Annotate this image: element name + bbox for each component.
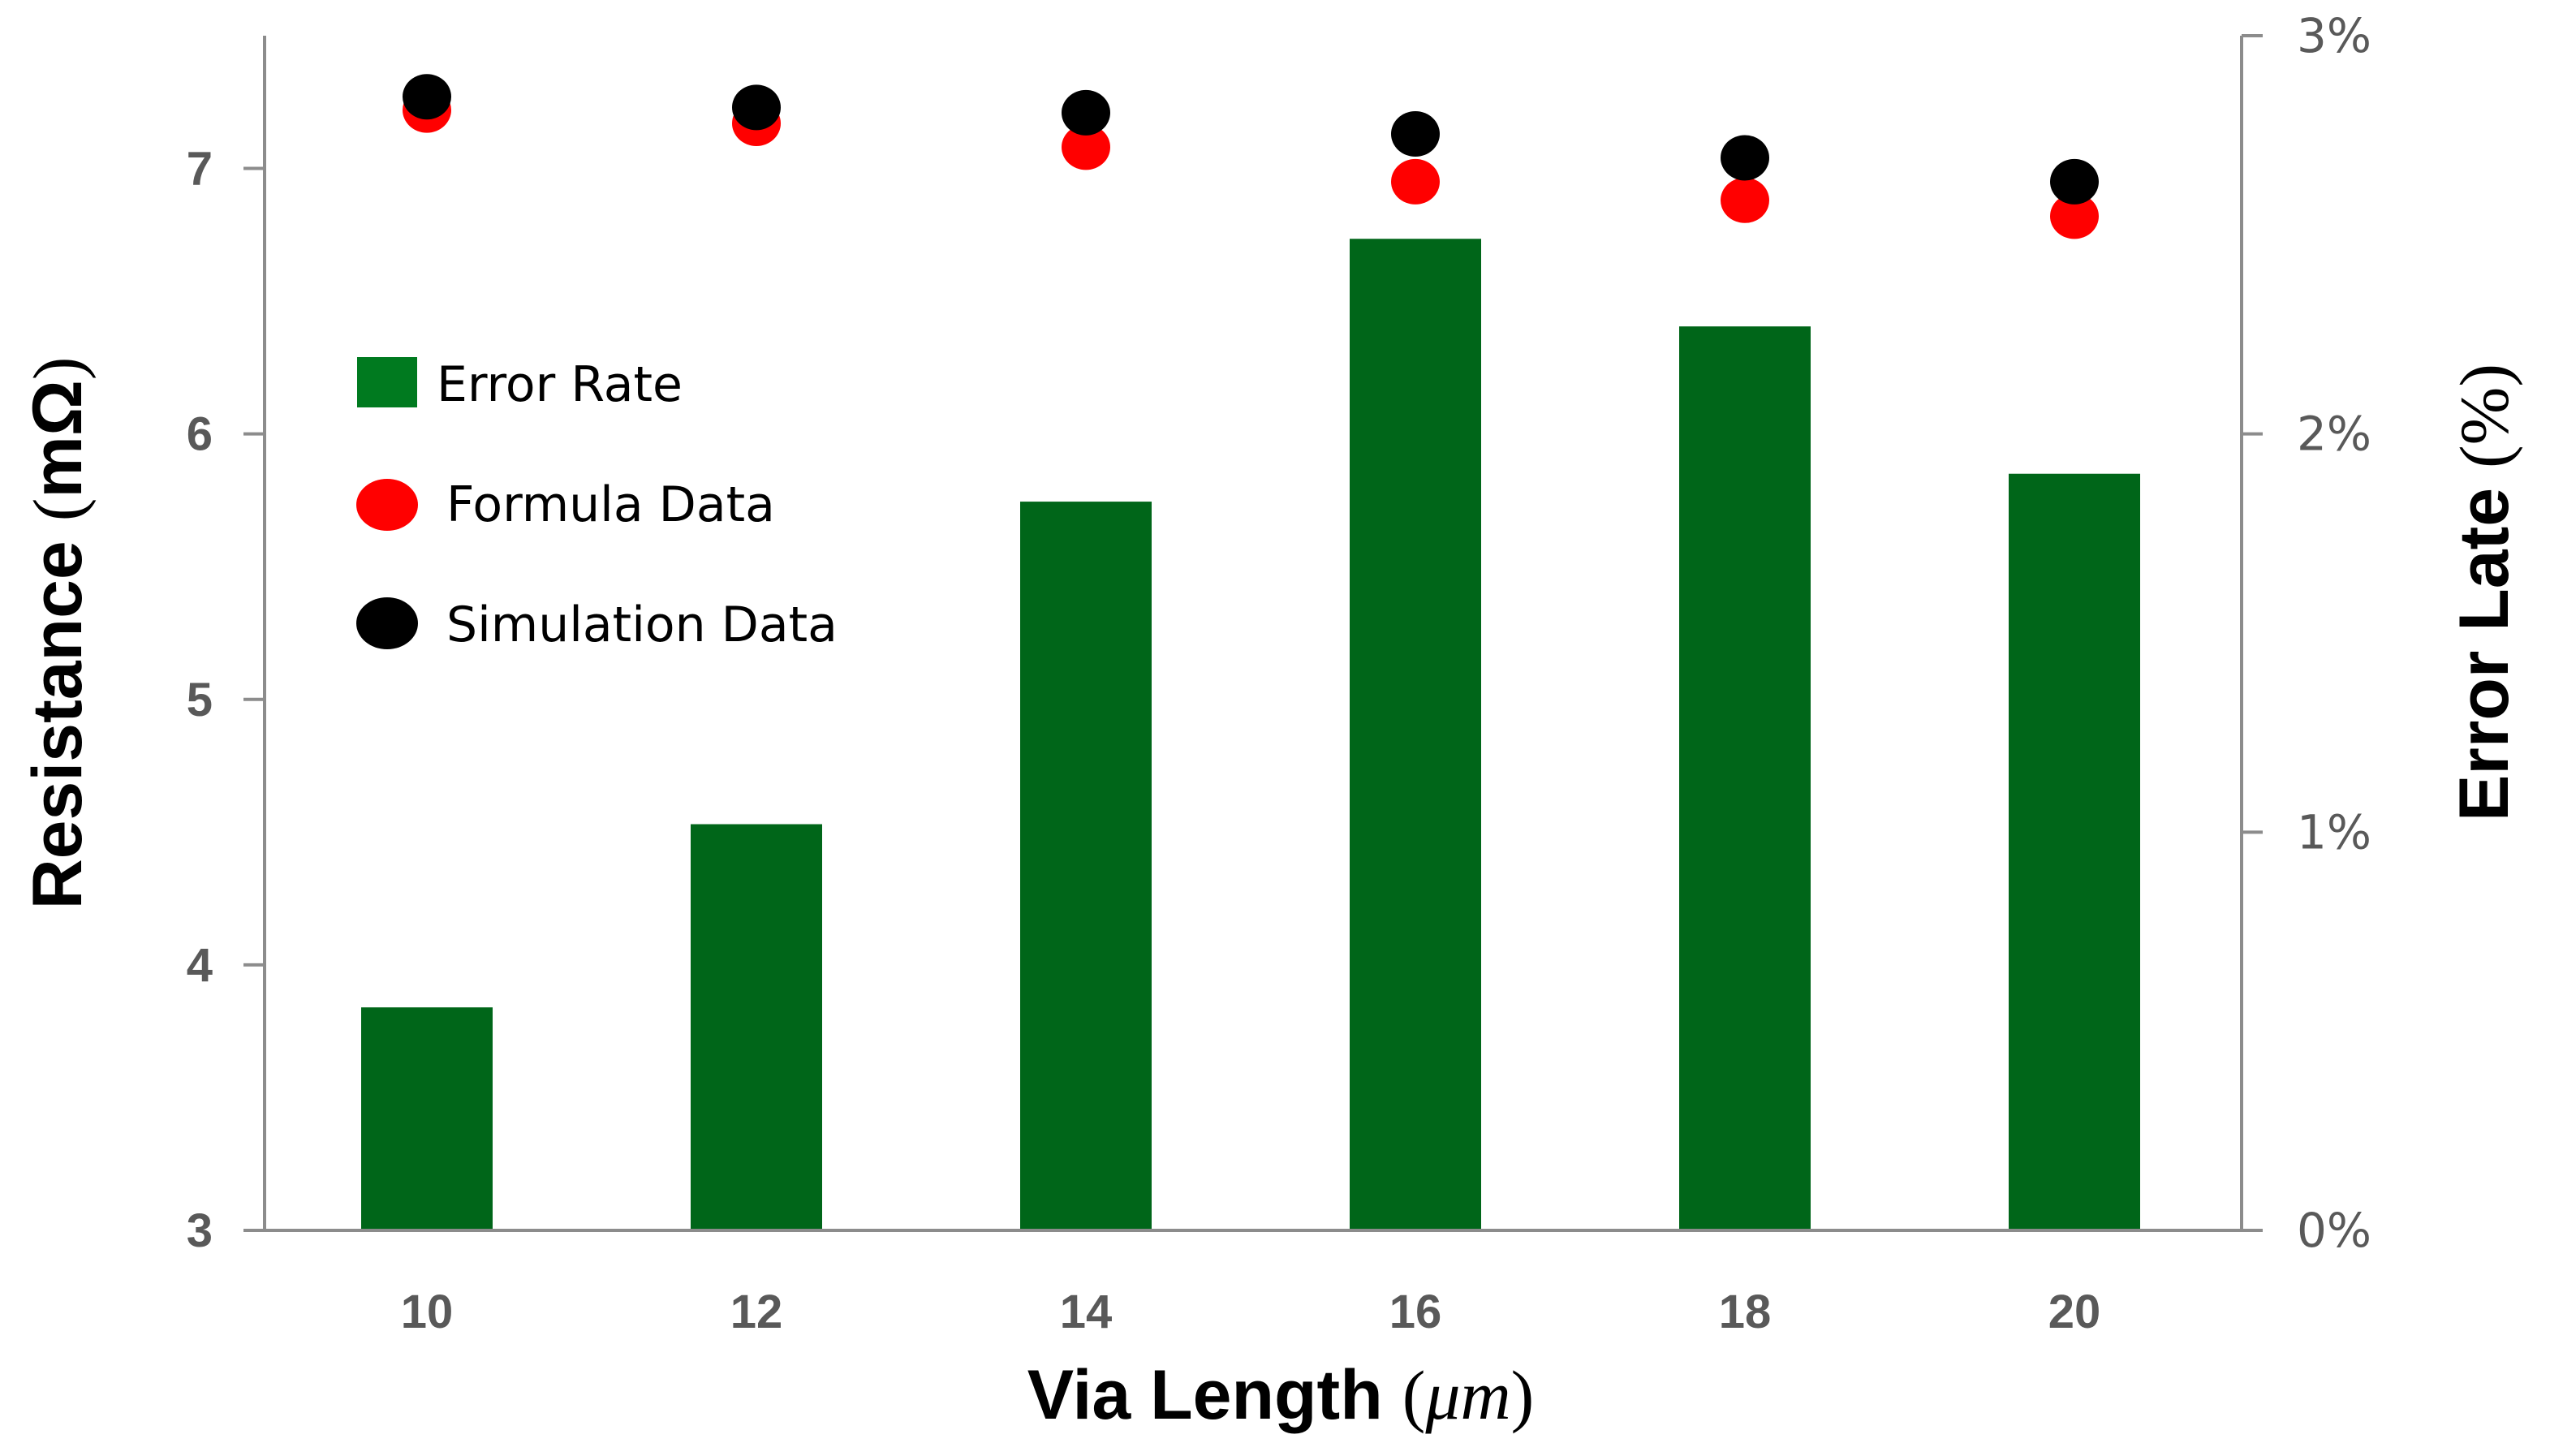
bar-error-rate-16 [1350, 239, 1481, 1230]
point-simulation-data-12 [732, 84, 781, 131]
y-left-tick-3: 3 [187, 1204, 213, 1257]
x-tick-14: 14 [1060, 1286, 1113, 1338]
point-simulation-data-14 [1062, 89, 1110, 136]
x-tick-12: 12 [730, 1286, 783, 1338]
bar-error-rate-14 [1020, 502, 1152, 1230]
points-layer [403, 74, 2099, 239]
y-right-tick-0pct: 0% [2297, 1203, 2371, 1258]
y-axis-left-title-main: Resistance [19, 541, 97, 909]
point-simulation-data-18 [1721, 135, 1769, 181]
x-axis-title-unit: μm [1424, 1356, 1510, 1434]
legend-marker-formula-data [356, 479, 418, 531]
legend-marker-simulation-data [356, 597, 418, 649]
x-axis-title: Via Length (μm) [1027, 1356, 1535, 1434]
bar-error-rate-10 [361, 1007, 493, 1230]
y-axis-right-title: Error Late (%) [2445, 364, 2523, 821]
bars-layer [361, 239, 2140, 1231]
y-axis-left-title: Resistance (mΩ) [19, 357, 97, 910]
point-formula-data-14 [1062, 124, 1110, 170]
x-tick-labels: 10 12 14 16 18 20 [401, 1286, 2101, 1338]
y-axis-right-title-unit: % [2445, 387, 2523, 446]
y-right-tick-2pct: 2% [2297, 407, 2371, 462]
y-axis-left-title-unit: mΩ [19, 380, 97, 498]
point-simulation-data-10 [403, 74, 451, 120]
x-tick-18: 18 [1719, 1286, 1772, 1338]
bar-error-rate-18 [1679, 326, 1811, 1231]
point-simulation-data-20 [2050, 158, 2099, 205]
point-simulation-data-16 [1391, 111, 1440, 157]
x-tick-20: 20 [2048, 1286, 2101, 1338]
y-axis-right-title-main: Error Late [2445, 488, 2523, 821]
point-formula-data-16 [1391, 158, 1440, 205]
bar-error-rate-12 [691, 824, 822, 1230]
legend-label-simulation-data: Simulation Data [446, 597, 838, 653]
legend-label-error-rate: Error Rate [437, 356, 683, 413]
y-left-tick-4: 4 [187, 939, 213, 992]
point-formula-data-18 [1721, 177, 1769, 223]
legend: Error Rate Formula Data Simulation Data [356, 356, 838, 653]
y-left-tick-6: 6 [187, 408, 213, 461]
y-right-tick-3pct: 3% [2297, 8, 2371, 63]
x-axis-title-main: Via Length [1027, 1356, 1383, 1434]
y-left-tick-5: 5 [187, 674, 213, 726]
legend-swatch-error-rate [357, 357, 417, 407]
y-left-tick-7: 7 [187, 143, 213, 196]
right-tick-labels: 0% 1% 2% 3% [2242, 8, 2371, 1258]
x-tick-10: 10 [401, 1286, 454, 1338]
x-tick-16: 16 [1389, 1286, 1442, 1338]
y-right-tick-1pct: 1% [2297, 804, 2371, 859]
legend-label-formula-data: Formula Data [446, 476, 775, 533]
bar-error-rate-20 [2009, 473, 2140, 1230]
left-tick-labels: 3 4 5 6 7 [187, 143, 265, 1257]
point-formula-data-20 [2050, 193, 2099, 239]
